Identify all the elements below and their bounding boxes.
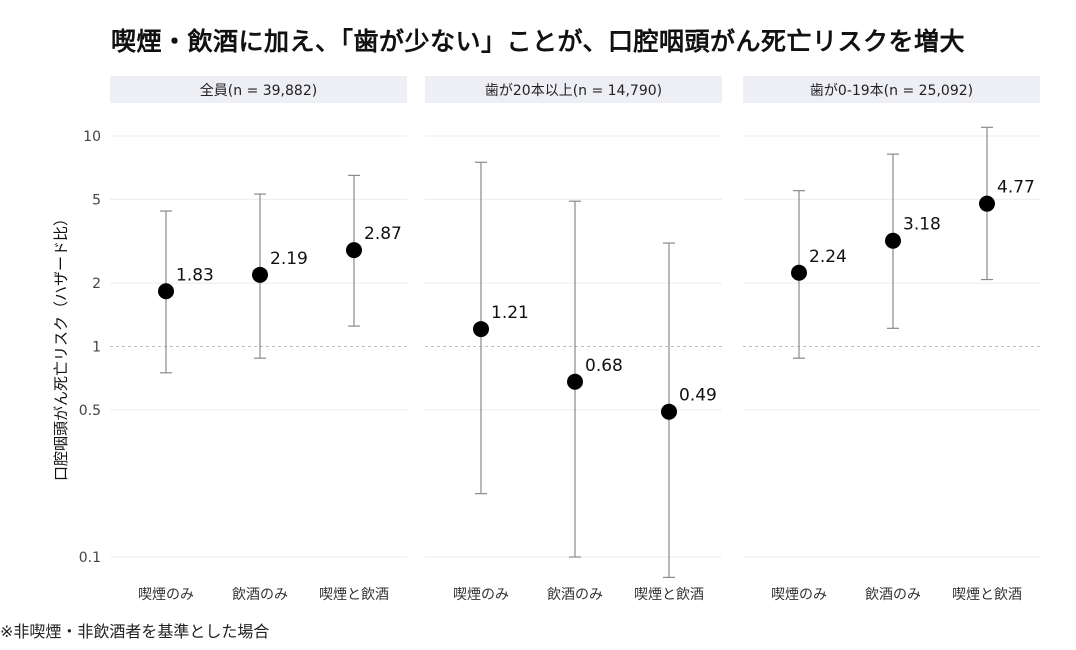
data-point: [346, 242, 362, 259]
data-label: 0.68: [585, 356, 623, 376]
chart-title: 喫煙・飲酒に加え、「歯が少ない」ことが、口腔咽頭がん死亡リスクを増大: [110, 27, 965, 56]
data-point: [885, 232, 901, 249]
data-label: 1.21: [491, 303, 529, 323]
panel-strip-label: 歯が20本以上(n = 14,790): [485, 83, 662, 99]
panel-strip-label: 歯が0-19本(n = 25,092): [810, 83, 973, 99]
panel-strip: [425, 76, 722, 103]
y-tick-label: 0.5: [79, 403, 101, 419]
data-label: 4.77: [997, 178, 1035, 198]
x-tick-label: 喫煙のみ: [138, 587, 194, 603]
panel-strip: [743, 76, 1040, 103]
y-tick-label: 1: [92, 340, 101, 356]
data-label: 2.87: [364, 224, 402, 244]
data-label: 2.19: [270, 249, 308, 269]
data-label: 2.24: [809, 247, 847, 267]
x-tick-label: 喫煙と飲酒: [952, 587, 1022, 603]
data-point: [158, 283, 174, 300]
y-axis-label: 口腔咽頭がん死亡リスク（ハザード比）: [52, 211, 70, 481]
footnote: ※非喫煙・非飲酒者を基準とした場合: [0, 622, 270, 641]
panel-strip-label: 全員(n = 39,882): [200, 82, 317, 99]
x-tick-label: 喫煙と飲酒: [319, 587, 389, 603]
data-point: [252, 266, 268, 283]
data-point: [791, 264, 807, 281]
y-tick-label: 10: [83, 129, 101, 145]
data-label: 0.49: [679, 386, 717, 406]
x-tick-label: 喫煙のみ: [453, 587, 509, 603]
data-label: 3.18: [903, 215, 941, 235]
data-point: [473, 321, 489, 338]
x-tick-label: 飲酒のみ: [232, 587, 288, 603]
data-point: [661, 403, 677, 420]
data-label: 1.83: [176, 265, 214, 285]
data-point: [567, 373, 583, 390]
data-point: [979, 195, 995, 212]
y-tick-label: 5: [92, 192, 101, 208]
x-tick-label: 飲酒のみ: [865, 587, 921, 603]
y-tick-label: 0.1: [79, 550, 101, 566]
x-tick-label: 喫煙のみ: [771, 587, 827, 603]
y-tick-label: 2: [92, 276, 101, 292]
x-tick-label: 喫煙と飲酒: [634, 587, 704, 603]
x-tick-label: 飲酒のみ: [547, 587, 603, 603]
panel-strip: [110, 76, 407, 103]
